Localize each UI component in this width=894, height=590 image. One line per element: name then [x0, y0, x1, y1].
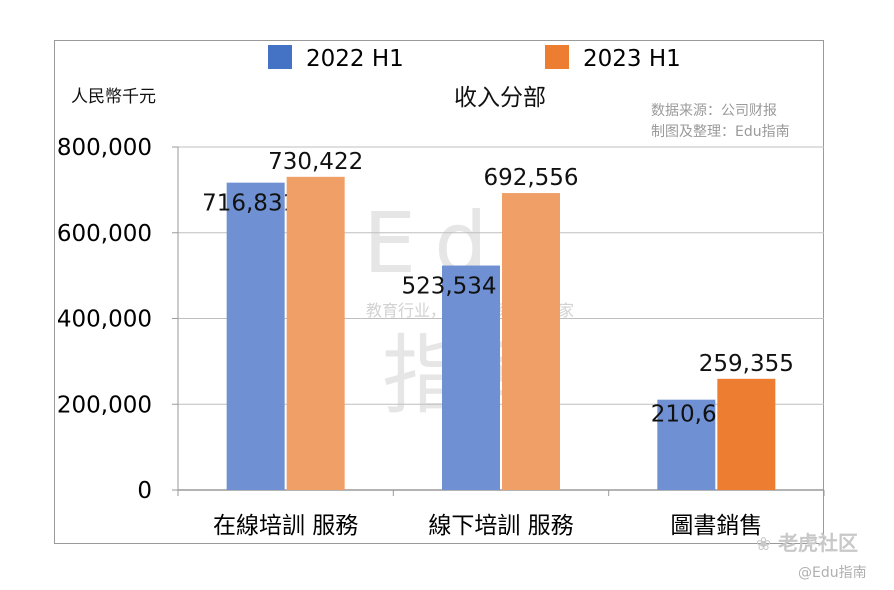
forum-name: 老虎社区: [778, 531, 859, 555]
author-handle: @Edu指南: [798, 565, 867, 581]
x-tick-label: 在線培訓 服務: [213, 513, 358, 539]
legend-swatch: [545, 45, 569, 69]
paw-icon: ❀: [756, 534, 772, 555]
chart-title: 收入分部: [454, 85, 546, 111]
chart-frame: [54, 40, 824, 544]
y-tick-label: 0: [137, 478, 152, 504]
source-note: 数据来源：公司财报: [651, 103, 777, 119]
y-tick-label: 200,000: [57, 392, 152, 418]
y-tick-label: 400,000: [57, 307, 152, 333]
data-label: 730,422: [268, 149, 363, 175]
bar-2023h1: [286, 176, 345, 490]
bar-2023h1: [502, 193, 560, 490]
data-label: 692,556: [483, 165, 578, 191]
legend-label: 2022 H1: [306, 46, 404, 72]
legend-label: 2023 H1: [583, 46, 681, 72]
bar-2023h1: [717, 378, 776, 490]
x-tick-label: 圖書銷售: [670, 513, 762, 539]
data-label: 716,831: [202, 191, 297, 217]
forum-watermark: ❀ 老虎社区: [756, 527, 858, 556]
bar-2022h1: [226, 182, 285, 491]
y-tick-label: 800,000: [57, 135, 152, 161]
y-tick-label: 600,000: [57, 221, 152, 247]
data-label: 259,355: [699, 351, 794, 377]
credit-note: 制图及整理：Edu指南: [651, 124, 790, 140]
bar-2022h1: [657, 399, 716, 490]
legend-swatch: [268, 45, 292, 69]
y-axis-unit: 人民幣千元: [71, 87, 156, 107]
bar-2022h1: [442, 265, 500, 490]
x-tick-label: 線下培訓 服務: [428, 513, 573, 539]
data-label: 523,534: [401, 274, 496, 300]
